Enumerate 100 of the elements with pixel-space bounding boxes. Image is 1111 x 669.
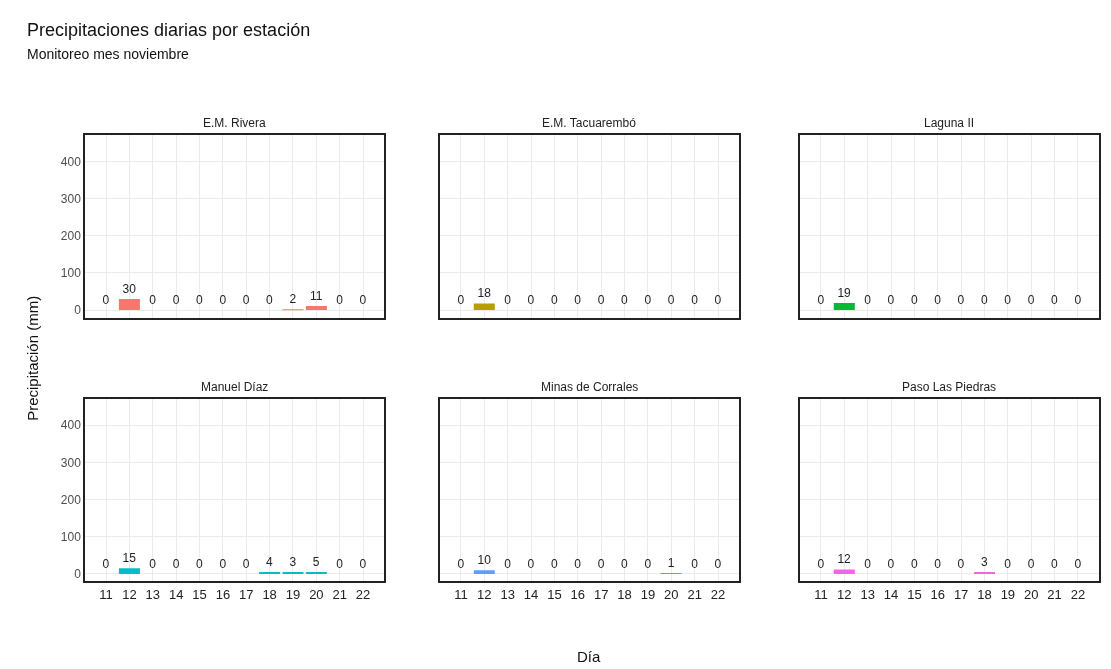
data-label: 0 [1027,293,1035,308]
y-axis-title: Precipitación (mm) [24,295,42,421]
data-label: 0 [457,293,465,308]
data-label: 15 [122,551,137,566]
data-label: 0 [1051,556,1059,571]
x-tick-label: 15 [907,586,922,602]
x-tick-label: 17 [953,586,969,602]
x-tick-label: 18 [977,586,992,602]
x-tick-label: 17 [239,586,254,602]
data-label: 0 [242,293,250,308]
data-label: 0 [1004,556,1012,571]
chart-title: Laguna II [924,116,975,130]
data-label: 0 [644,556,652,571]
x-axis-title: Día [577,648,601,665]
data-label: 0 [196,556,204,571]
x-tick-label: 16 [930,586,945,602]
data-label: 0 [172,293,180,308]
data-label: 0 [336,556,344,571]
data-label: 0 [934,293,942,308]
data-label: 0 [457,556,465,571]
x-tick-label: 16 [215,586,231,602]
data-label: 0 [887,556,895,571]
data-label: 4 [266,555,274,570]
chart-title: E.M. Tacuarembó [542,116,637,130]
data-label: 0 [336,293,344,308]
x-tick-label: 20 [1024,586,1039,602]
data-label: 0 [691,293,699,308]
x-tick-label: 21 [1047,586,1062,602]
x-tick-label: 20 [309,586,324,602]
data-label: 3 [289,555,297,570]
x-tick-label: 13 [860,586,875,602]
data-label: 0 [934,556,942,571]
data-label: 2 [289,292,297,307]
x-tick-label: 11 [814,586,828,602]
data-label: 18 [477,286,492,301]
data-label: 0 [504,556,512,571]
data-label: 0 [887,293,895,308]
data-label: 0 [219,293,227,308]
chart-title: Manuel Díaz [201,380,269,394]
data-label: 0 [219,556,227,571]
y-tick-label: 300 [60,455,82,470]
data-label: 0 [621,556,629,571]
data-label: 0 [597,556,605,571]
x-tick-label: 14 [168,586,184,602]
chart-title: Paso Las Piedras [902,380,997,394]
chart-title: E.M. Rivera [203,116,266,130]
data-label: 0 [714,556,722,571]
x-tick-label: 15 [547,586,562,602]
data-label: 0 [527,556,535,571]
data-label: 0 [1004,293,1012,308]
x-tick-label: 15 [192,586,207,602]
data-label: 0 [149,556,157,571]
data-label: 0 [714,293,722,308]
data-label: 0 [1051,293,1059,308]
data-label: 0 [864,293,872,308]
data-label: 0 [102,293,110,308]
x-tick-label: 21 [687,586,702,602]
x-tick-label: 22 [710,586,726,602]
x-tick-label: 22 [1070,586,1086,602]
data-label: 0 [196,293,204,308]
y-tick-label: 400 [60,154,82,169]
x-tick-label: 11 [454,586,468,602]
y-tick-label: 0 [74,303,82,318]
data-label: 0 [1074,556,1082,571]
data-label: 10 [477,553,492,568]
x-tick-label: 18 [262,586,277,602]
data-label: 0 [1027,556,1035,571]
y-tick-label: 100 [60,529,82,544]
data-label: 0 [1074,293,1082,308]
x-tick-label: 14 [523,586,539,602]
x-tick-label: 19 [285,586,301,602]
y-tick-label: 300 [60,191,82,206]
data-label: 0 [621,293,629,308]
data-label: 0 [574,293,582,308]
data-label: 0 [527,293,535,308]
data-label: 3 [980,555,988,570]
y-tick-label: 400 [60,418,82,433]
x-tick-label: 20 [664,586,679,602]
x-tick-label: 17 [593,586,609,602]
data-label: 0 [149,293,157,308]
data-label: 0 [957,293,965,308]
x-tick-label: 12 [477,586,492,602]
x-tick-label: 13 [500,586,515,602]
data-label: 0 [359,556,367,571]
data-label: 5 [312,555,320,570]
x-tick-label: 19 [640,586,656,602]
data-label: 1 [667,556,675,571]
data-label: 0 [574,556,582,571]
y-tick-label: 200 [60,492,82,507]
data-label: 0 [667,293,675,308]
data-label: 0 [242,556,250,571]
x-tick-label: 12 [837,586,852,602]
data-label: 0 [597,293,605,308]
data-label: 0 [504,293,512,308]
text: Monitoreo mes noviembre [27,46,190,62]
data-label: 0 [644,293,652,308]
text: Precipitaciones diarias por estación [27,20,311,40]
data-label: 0 [910,556,918,571]
data-label: 30 [122,281,137,296]
x-tick-label: 18 [617,586,632,602]
